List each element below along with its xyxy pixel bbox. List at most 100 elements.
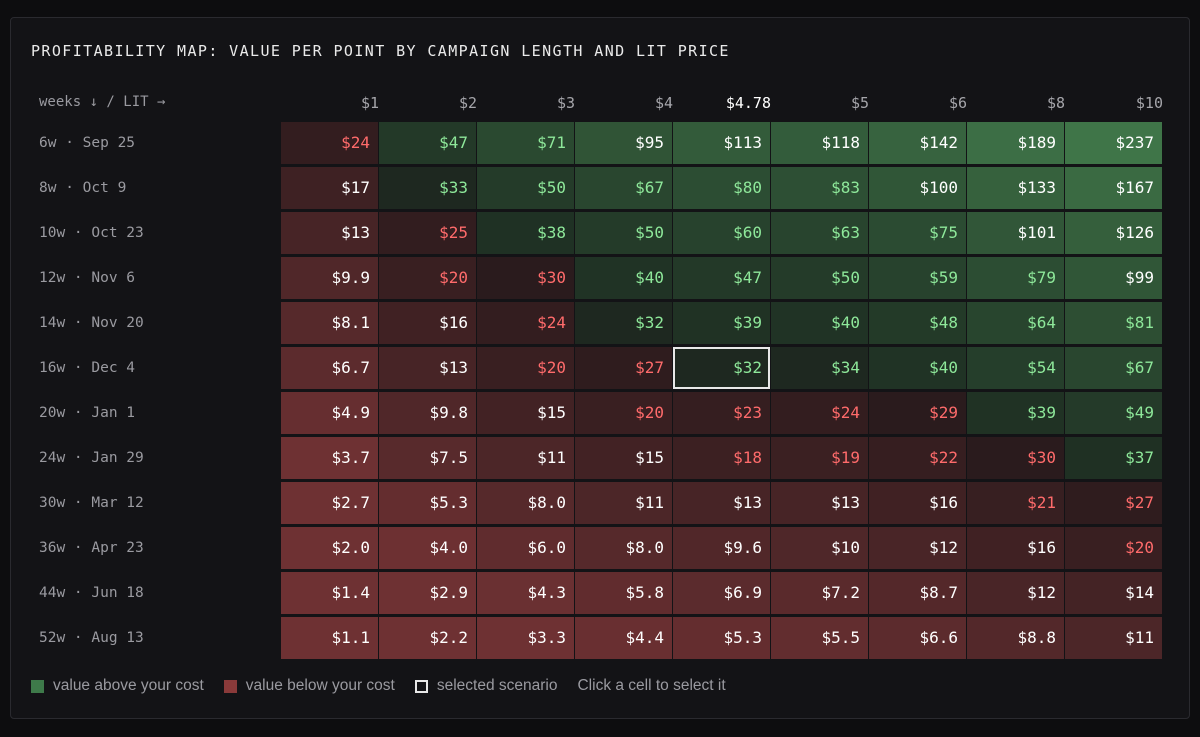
heatmap-cell[interactable]: $27	[1065, 482, 1162, 524]
heatmap-cell[interactable]: $20	[477, 347, 574, 389]
heatmap-cell[interactable]: $40	[575, 257, 672, 299]
heatmap-cell[interactable]: $17	[281, 167, 378, 209]
heatmap-cell[interactable]: $4.3	[477, 572, 574, 614]
heatmap-cell[interactable]: $14	[1065, 572, 1162, 614]
heatmap-cell[interactable]: $21	[967, 482, 1064, 524]
heatmap-cell[interactable]: $38	[477, 212, 574, 254]
heatmap-cell[interactable]: $13	[771, 482, 868, 524]
heatmap-cell[interactable]: $4.4	[575, 617, 672, 659]
heatmap-cell[interactable]: $133	[967, 167, 1064, 209]
heatmap-cell[interactable]: $8.7	[869, 572, 966, 614]
heatmap-cell[interactable]: $12	[967, 572, 1064, 614]
heatmap-cell[interactable]: $24	[771, 392, 868, 434]
heatmap-cell[interactable]: $67	[1065, 347, 1162, 389]
heatmap-cell[interactable]: $79	[967, 257, 1064, 299]
heatmap-cell[interactable]: $6.6	[869, 617, 966, 659]
heatmap-cell[interactable]: $3.7	[281, 437, 378, 479]
heatmap-cell[interactable]: $67	[575, 167, 672, 209]
heatmap-cell[interactable]: $64	[967, 302, 1064, 344]
heatmap-cell[interactable]: $19	[771, 437, 868, 479]
heatmap-cell[interactable]: $3.3	[477, 617, 574, 659]
heatmap-cell[interactable]: $101	[967, 212, 1064, 254]
heatmap-cell[interactable]: $126	[1065, 212, 1162, 254]
heatmap-cell[interactable]: $20	[1065, 527, 1162, 569]
heatmap-cell[interactable]: $83	[771, 167, 868, 209]
heatmap-cell[interactable]: $13	[281, 212, 378, 254]
heatmap-cell[interactable]: $5.8	[575, 572, 672, 614]
heatmap-cell[interactable]: $167	[1065, 167, 1162, 209]
heatmap-cell[interactable]: $1.4	[281, 572, 378, 614]
heatmap-cell[interactable]: $25	[379, 212, 476, 254]
heatmap-cell[interactable]: $11	[1065, 617, 1162, 659]
heatmap-cell[interactable]: $95	[575, 122, 672, 164]
heatmap-cell[interactable]: $2.0	[281, 527, 378, 569]
heatmap-cell[interactable]: $1.1	[281, 617, 378, 659]
heatmap-cell[interactable]: $47	[379, 122, 476, 164]
heatmap-cell[interactable]: $9.6	[673, 527, 770, 569]
heatmap-cell[interactable]: $7.5	[379, 437, 476, 479]
heatmap-cell[interactable]: $49	[1065, 392, 1162, 434]
heatmap-cell[interactable]: $50	[575, 212, 672, 254]
heatmap-cell[interactable]: $40	[869, 347, 966, 389]
heatmap-cell[interactable]: $37	[1065, 437, 1162, 479]
heatmap-cell[interactable]: $100	[869, 167, 966, 209]
heatmap-cell[interactable]: $39	[967, 392, 1064, 434]
heatmap-cell[interactable]: $16	[379, 302, 476, 344]
heatmap-cell[interactable]: $15	[477, 392, 574, 434]
heatmap-cell[interactable]: $15	[575, 437, 672, 479]
heatmap-cell[interactable]: $81	[1065, 302, 1162, 344]
heatmap-cell[interactable]: $99	[1065, 257, 1162, 299]
heatmap-cell[interactable]: $59	[869, 257, 966, 299]
heatmap-cell[interactable]: $8.8	[967, 617, 1064, 659]
heatmap-cell[interactable]: $13	[673, 482, 770, 524]
heatmap-cell[interactable]: $80	[673, 167, 770, 209]
heatmap-cell[interactable]: $24	[477, 302, 574, 344]
heatmap-cell[interactable]: $18	[673, 437, 770, 479]
heatmap-cell[interactable]: $33	[379, 167, 476, 209]
heatmap-cell[interactable]: $16	[869, 482, 966, 524]
heatmap-cell[interactable]: $22	[869, 437, 966, 479]
heatmap-cell[interactable]: $11	[575, 482, 672, 524]
heatmap-cell[interactable]: $71	[477, 122, 574, 164]
heatmap-cell[interactable]: $13	[379, 347, 476, 389]
heatmap-cell[interactable]: $39	[673, 302, 770, 344]
heatmap-cell[interactable]: $9.9	[281, 257, 378, 299]
heatmap-cell[interactable]: $30	[967, 437, 1064, 479]
heatmap-cell[interactable]: $24	[281, 122, 378, 164]
heatmap-cell[interactable]: $50	[771, 257, 868, 299]
heatmap-cell[interactable]: $9.8	[379, 392, 476, 434]
heatmap-cell[interactable]: $60	[673, 212, 770, 254]
heatmap-cell[interactable]: $32	[673, 347, 770, 389]
heatmap-cell[interactable]: $5.3	[673, 617, 770, 659]
heatmap-cell[interactable]: $8.0	[575, 527, 672, 569]
heatmap-cell[interactable]: $23	[673, 392, 770, 434]
heatmap-cell[interactable]: $118	[771, 122, 868, 164]
heatmap-cell[interactable]: $48	[869, 302, 966, 344]
heatmap-cell[interactable]: $237	[1065, 122, 1162, 164]
heatmap-cell[interactable]: $4.0	[379, 527, 476, 569]
heatmap-cell[interactable]: $2.2	[379, 617, 476, 659]
heatmap-cell[interactable]: $50	[477, 167, 574, 209]
heatmap-cell[interactable]: $75	[869, 212, 966, 254]
heatmap-cell[interactable]: $8.1	[281, 302, 378, 344]
heatmap-cell[interactable]: $16	[967, 527, 1064, 569]
heatmap-cell[interactable]: $8.0	[477, 482, 574, 524]
heatmap-cell[interactable]: $7.2	[771, 572, 868, 614]
heatmap-cell[interactable]: $30	[477, 257, 574, 299]
heatmap-cell[interactable]: $11	[477, 437, 574, 479]
heatmap-cell[interactable]: $27	[575, 347, 672, 389]
heatmap-cell[interactable]: $20	[379, 257, 476, 299]
heatmap-cell[interactable]: $5.3	[379, 482, 476, 524]
heatmap-cell[interactable]: $54	[967, 347, 1064, 389]
heatmap-cell[interactable]: $142	[869, 122, 966, 164]
heatmap-cell[interactable]: $34	[771, 347, 868, 389]
heatmap-cell[interactable]: $2.7	[281, 482, 378, 524]
heatmap-cell[interactable]: $113	[673, 122, 770, 164]
heatmap-cell[interactable]: $20	[575, 392, 672, 434]
heatmap-cell[interactable]: $4.9	[281, 392, 378, 434]
heatmap-cell[interactable]: $10	[771, 527, 868, 569]
heatmap-cell[interactable]: $2.9	[379, 572, 476, 614]
heatmap-cell[interactable]: $189	[967, 122, 1064, 164]
heatmap-cell[interactable]: $6.9	[673, 572, 770, 614]
heatmap-cell[interactable]: $5.5	[771, 617, 868, 659]
